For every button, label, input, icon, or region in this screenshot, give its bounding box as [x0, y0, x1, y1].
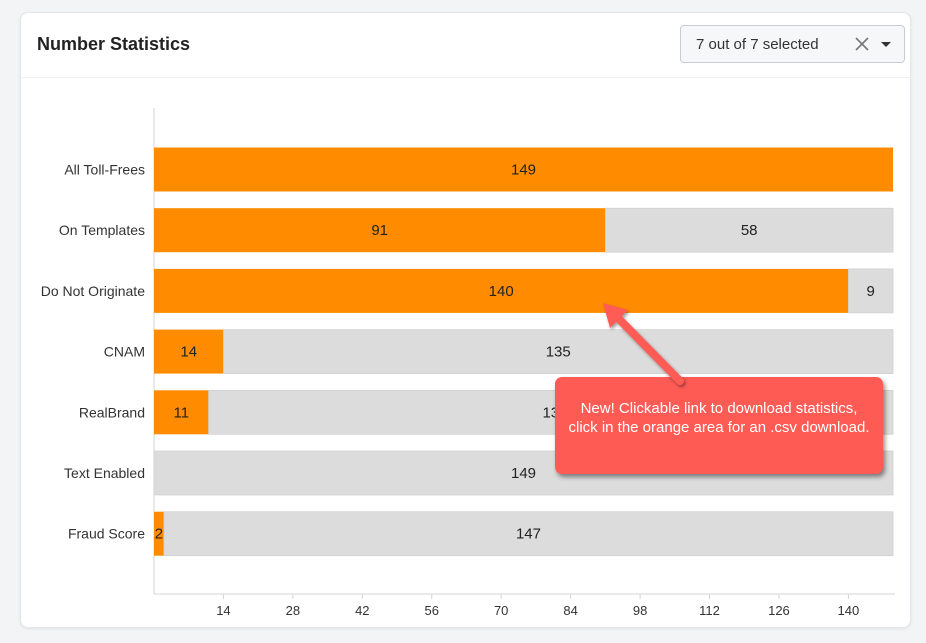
x-tick-label: 70 — [494, 603, 508, 618]
category-label: Do Not Originate — [41, 283, 145, 299]
x-tick-label: 56 — [425, 603, 439, 618]
bar-segment-primary — [154, 147, 894, 192]
x-tick-label: 126 — [768, 603, 790, 618]
data-label: 9 — [867, 283, 875, 300]
x-tick-label: 42 — [355, 603, 369, 618]
bar-segment-remainder — [163, 511, 894, 557]
bar-segment-remainder — [848, 268, 894, 314]
bar-segment-primary — [154, 268, 849, 313]
category-label: RealBrand — [79, 404, 145, 420]
category-label: Text Enabled — [64, 465, 145, 481]
data-label: 149 — [511, 465, 536, 482]
data-label: 58 — [741, 222, 758, 239]
data-label: 11 — [173, 404, 189, 421]
x-tick-label: 140 — [838, 603, 860, 618]
card-title: Number Statistics — [37, 34, 191, 54]
data-label: 91 — [371, 222, 388, 239]
data-label: 147 — [516, 526, 541, 543]
category-label: Fraud Score — [68, 526, 145, 542]
bar-segment-primary — [154, 329, 224, 374]
data-label: 2 — [155, 526, 163, 543]
x-tick-label: 98 — [633, 603, 647, 618]
header-divider — [21, 77, 910, 78]
x-tick-label: 14 — [216, 603, 230, 618]
x-tick-label: 28 — [286, 603, 300, 618]
bar-segment-primary — [154, 511, 164, 556]
data-label: 135 — [546, 344, 571, 361]
x-tick-label: 84 — [563, 603, 577, 618]
category-label: CNAM — [104, 344, 145, 360]
select-value: 7 out of 7 selected — [696, 36, 819, 53]
bar-segment-remainder — [605, 207, 894, 253]
bar-segment-primary — [154, 390, 209, 435]
annotation-callout: New! Clickable link to download statisti… — [555, 377, 883, 474]
bar-segment-remainder — [223, 329, 894, 374]
category-label: All Toll-Frees — [64, 162, 145, 178]
category-label: On Templates — [59, 222, 145, 238]
x-tick-label: 112 — [699, 603, 720, 618]
series-select[interactable]: 7 out of 7 selected — [680, 25, 905, 63]
data-label: 13 — [542, 404, 559, 421]
bar-segment-primary — [154, 208, 606, 253]
data-label: 14 — [180, 344, 197, 361]
data-label: 140 — [489, 283, 514, 300]
data-label: 149 — [511, 162, 536, 179]
close-icon[interactable] — [851, 33, 873, 55]
caret-down-icon[interactable] — [881, 42, 891, 47]
